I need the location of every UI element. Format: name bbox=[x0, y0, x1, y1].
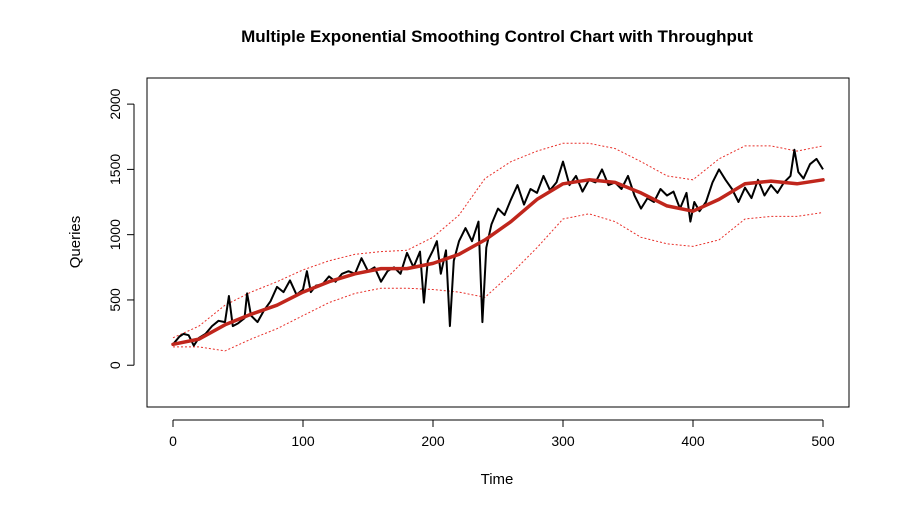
x-axis: 0 100 200 300 400 500 bbox=[169, 419, 835, 449]
x-tick-label: 500 bbox=[811, 433, 835, 449]
smoothed-line bbox=[171, 178, 825, 347]
y-tick-label: 1500 bbox=[107, 154, 123, 185]
x-tick-label: 100 bbox=[291, 433, 315, 449]
y-tick-label: 0 bbox=[107, 361, 123, 369]
observed-series bbox=[172, 148, 824, 347]
control-limit-line-2 bbox=[173, 212, 824, 352]
observed-line bbox=[172, 148, 824, 347]
control-limits bbox=[172, 142, 824, 352]
x-tick-label: 0 bbox=[169, 433, 177, 449]
y-tick-label: 1000 bbox=[107, 219, 123, 250]
y-axis-label: Queries bbox=[67, 216, 84, 269]
y-tick-label: 500 bbox=[107, 288, 123, 312]
control-limit-line-1 bbox=[172, 142, 824, 339]
chart-title: Multiple Exponential Smoothing Control C… bbox=[241, 27, 753, 46]
x-tick-label: 200 bbox=[421, 433, 445, 449]
x-tick-label: 400 bbox=[681, 433, 705, 449]
plot-frame bbox=[146, 77, 850, 408]
y-axis: 0 500 1000 1500 2000 bbox=[107, 88, 135, 369]
smoothed-series bbox=[171, 178, 825, 347]
x-axis-label: Time bbox=[481, 471, 514, 488]
y-tick-label: 2000 bbox=[107, 88, 123, 119]
x-tick-label: 300 bbox=[551, 433, 575, 449]
